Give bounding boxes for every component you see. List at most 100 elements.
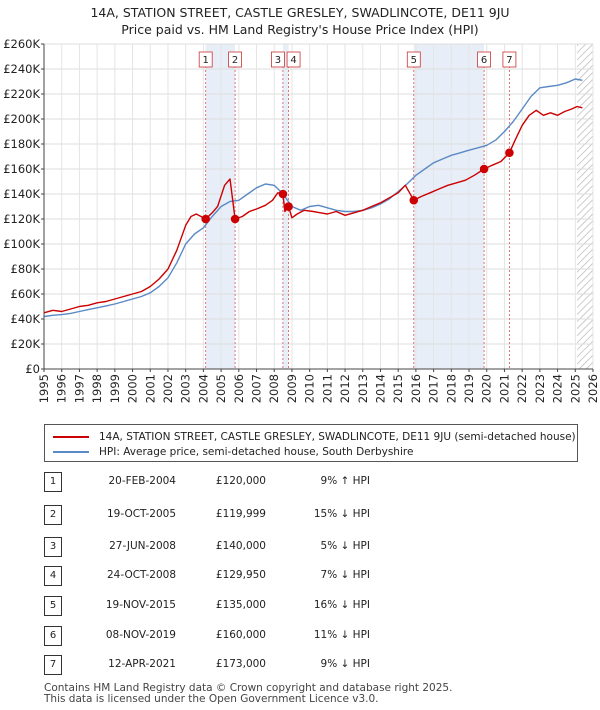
transaction-date: 08-NOV-2019 (105, 629, 176, 641)
marker-label: 2 (232, 55, 238, 66)
y-tick-label: £240K (3, 62, 40, 76)
y-tick-label: £200K (3, 112, 40, 126)
marker-label: 3 (275, 55, 281, 66)
sale-point-marker (284, 202, 293, 211)
x-tick-label: 2004 (196, 374, 210, 403)
marker-label-box (271, 51, 285, 68)
x-tick-label: 2022 (515, 374, 529, 403)
transaction-number-badge: 4 (44, 566, 62, 586)
legend-label-property: 14A, STATION STREET, CASTLE GRESLEY, SWA… (99, 431, 576, 443)
footer-licence: This data is licensed under the Open Gov… (44, 693, 379, 705)
x-tick-label: 2016 (409, 374, 423, 403)
transaction-number-badge: 2 (44, 505, 62, 525)
legend-item-hpi: HPI: Average price, semi-detached house,… (53, 446, 413, 460)
y-tick-label: £160K (3, 162, 40, 176)
transaction-row: 5 19-NOV-2015 £135,000 16% ↓ HPI (44, 596, 584, 616)
sale-point-marker (230, 214, 240, 224)
y-tick-label: £40K (11, 312, 41, 326)
marker-label-box (228, 51, 242, 68)
marker-label-box (406, 51, 421, 68)
x-tick-label: 2003 (179, 374, 193, 403)
x-tick-label: 1996 (55, 374, 69, 403)
x-tick-label: 2012 (338, 374, 352, 403)
footer-copyright: Contains HM Land Registry data © Crown c… (44, 682, 453, 694)
x-tick-label: 2006 (232, 374, 246, 403)
x-tick-label: 1995 (37, 374, 51, 403)
property-price-line (43, 105, 583, 314)
sale-point-marker (409, 195, 419, 205)
transaction-date: 20-FEB-2004 (108, 475, 176, 487)
transaction-hpi-change: 11% ↓ HPI (313, 629, 370, 641)
transaction-row: 2 19-OCT-2005 £119,999 15% ↓ HPI (44, 505, 584, 525)
chart-title: 14A, STATION STREET, CASTLE GRESLEY, SWA… (90, 5, 510, 20)
y-tick-label: £220K (3, 87, 40, 101)
x-tick-label: 2024 (551, 374, 565, 403)
transaction-date: 19-OCT-2005 (107, 508, 176, 520)
sale-point-marker (278, 189, 288, 199)
x-tick-label: 2010 (303, 374, 317, 403)
x-tick-label: 2025 (568, 374, 582, 403)
sale-point-marker (479, 164, 489, 174)
y-tick-label: £260K (3, 37, 40, 51)
marker-label: 4 (290, 55, 296, 66)
legend-item-property: 14A, STATION STREET, CASTLE GRESLEY, SWA… (53, 431, 576, 445)
x-tick-label: 2009 (285, 374, 299, 403)
sale-point-marker (505, 148, 514, 158)
transaction-number-badge: 7 (44, 655, 62, 675)
transaction-price: £160,000 (215, 629, 266, 641)
marker-label: 6 (481, 55, 487, 66)
x-tick-label: 2018 (444, 374, 458, 403)
y-tick-label: £180K (3, 137, 40, 151)
transaction-row: 4 24-OCT-2008 £129,950 7% ↓ HPI (44, 566, 584, 586)
marker-label-box (286, 51, 301, 68)
transaction-date: 12-APR-2021 (108, 658, 176, 670)
x-tick-label: 2021 (497, 374, 511, 403)
y-tick-label: £20K (11, 337, 41, 351)
marker-label-box (477, 51, 491, 68)
transaction-row: 1 20-FEB-2004 £120,000 9% ↑ HPI (44, 472, 584, 492)
transaction-price: £129,950 (215, 569, 266, 581)
transaction-number-badge: 1 (44, 472, 62, 492)
chart-legend: 14A, STATION STREET, CASTLE GRESLEY, SWA… (44, 424, 578, 462)
transaction-price: £120,000 (215, 475, 266, 487)
y-tick-label: £120K (3, 212, 40, 226)
x-tick-label: 2000 (126, 374, 140, 403)
x-tick-label: 2013 (356, 374, 370, 403)
x-tick-label: 2002 (161, 374, 175, 403)
legend-swatch-property (53, 436, 89, 438)
transaction-row: 7 12-APR-2021 £173,000 9% ↓ HPI (44, 655, 584, 675)
transaction-price: £119,999 (215, 508, 266, 520)
chart-subtitle: Price paid vs. HM Land Registry's House … (121, 22, 479, 37)
x-tick-label: 2020 (480, 374, 494, 403)
marker-label: 7 (506, 55, 512, 66)
y-tick-label: £80K (11, 262, 41, 276)
transaction-hpi-change: 7% ↓ HPI (320, 569, 370, 581)
transaction-hpi-change: 5% ↓ HPI (320, 540, 370, 552)
x-tick-label: 1998 (90, 374, 104, 403)
y-tick-label: £60K (11, 287, 41, 301)
transaction-price: £135,000 (215, 599, 266, 611)
x-tick-label: 2015 (391, 374, 405, 403)
marker-label-box (502, 51, 517, 68)
shaded-range (413, 44, 485, 369)
footer-credits: Contains HM Land Registry data © Crown c… (44, 683, 452, 705)
marker-label: 1 (203, 55, 209, 66)
transaction-date: 27-JUN-2008 (109, 540, 176, 552)
transaction-price: £140,000 (215, 540, 266, 552)
x-tick-label: 1999 (108, 374, 122, 403)
marker-label: 5 (411, 55, 417, 66)
x-tick-label: 2023 (533, 374, 547, 403)
transaction-number-badge: 5 (44, 596, 62, 616)
transaction-hpi-change: 16% ↓ HPI (313, 599, 370, 611)
sale-point-marker (201, 214, 210, 224)
transaction-number-badge: 3 (44, 537, 62, 557)
y-tick-label: £140K (3, 187, 40, 201)
hpi-line (43, 78, 583, 318)
plot-area (44, 44, 593, 369)
transaction-hpi-change: 15% ↓ HPI (313, 508, 370, 520)
transaction-date: 24-OCT-2008 (107, 569, 176, 581)
transaction-hpi-change: 9% ↑ HPI (320, 475, 370, 487)
y-tick-label: £100K (3, 237, 40, 251)
x-tick-label: 2026 (586, 374, 600, 403)
